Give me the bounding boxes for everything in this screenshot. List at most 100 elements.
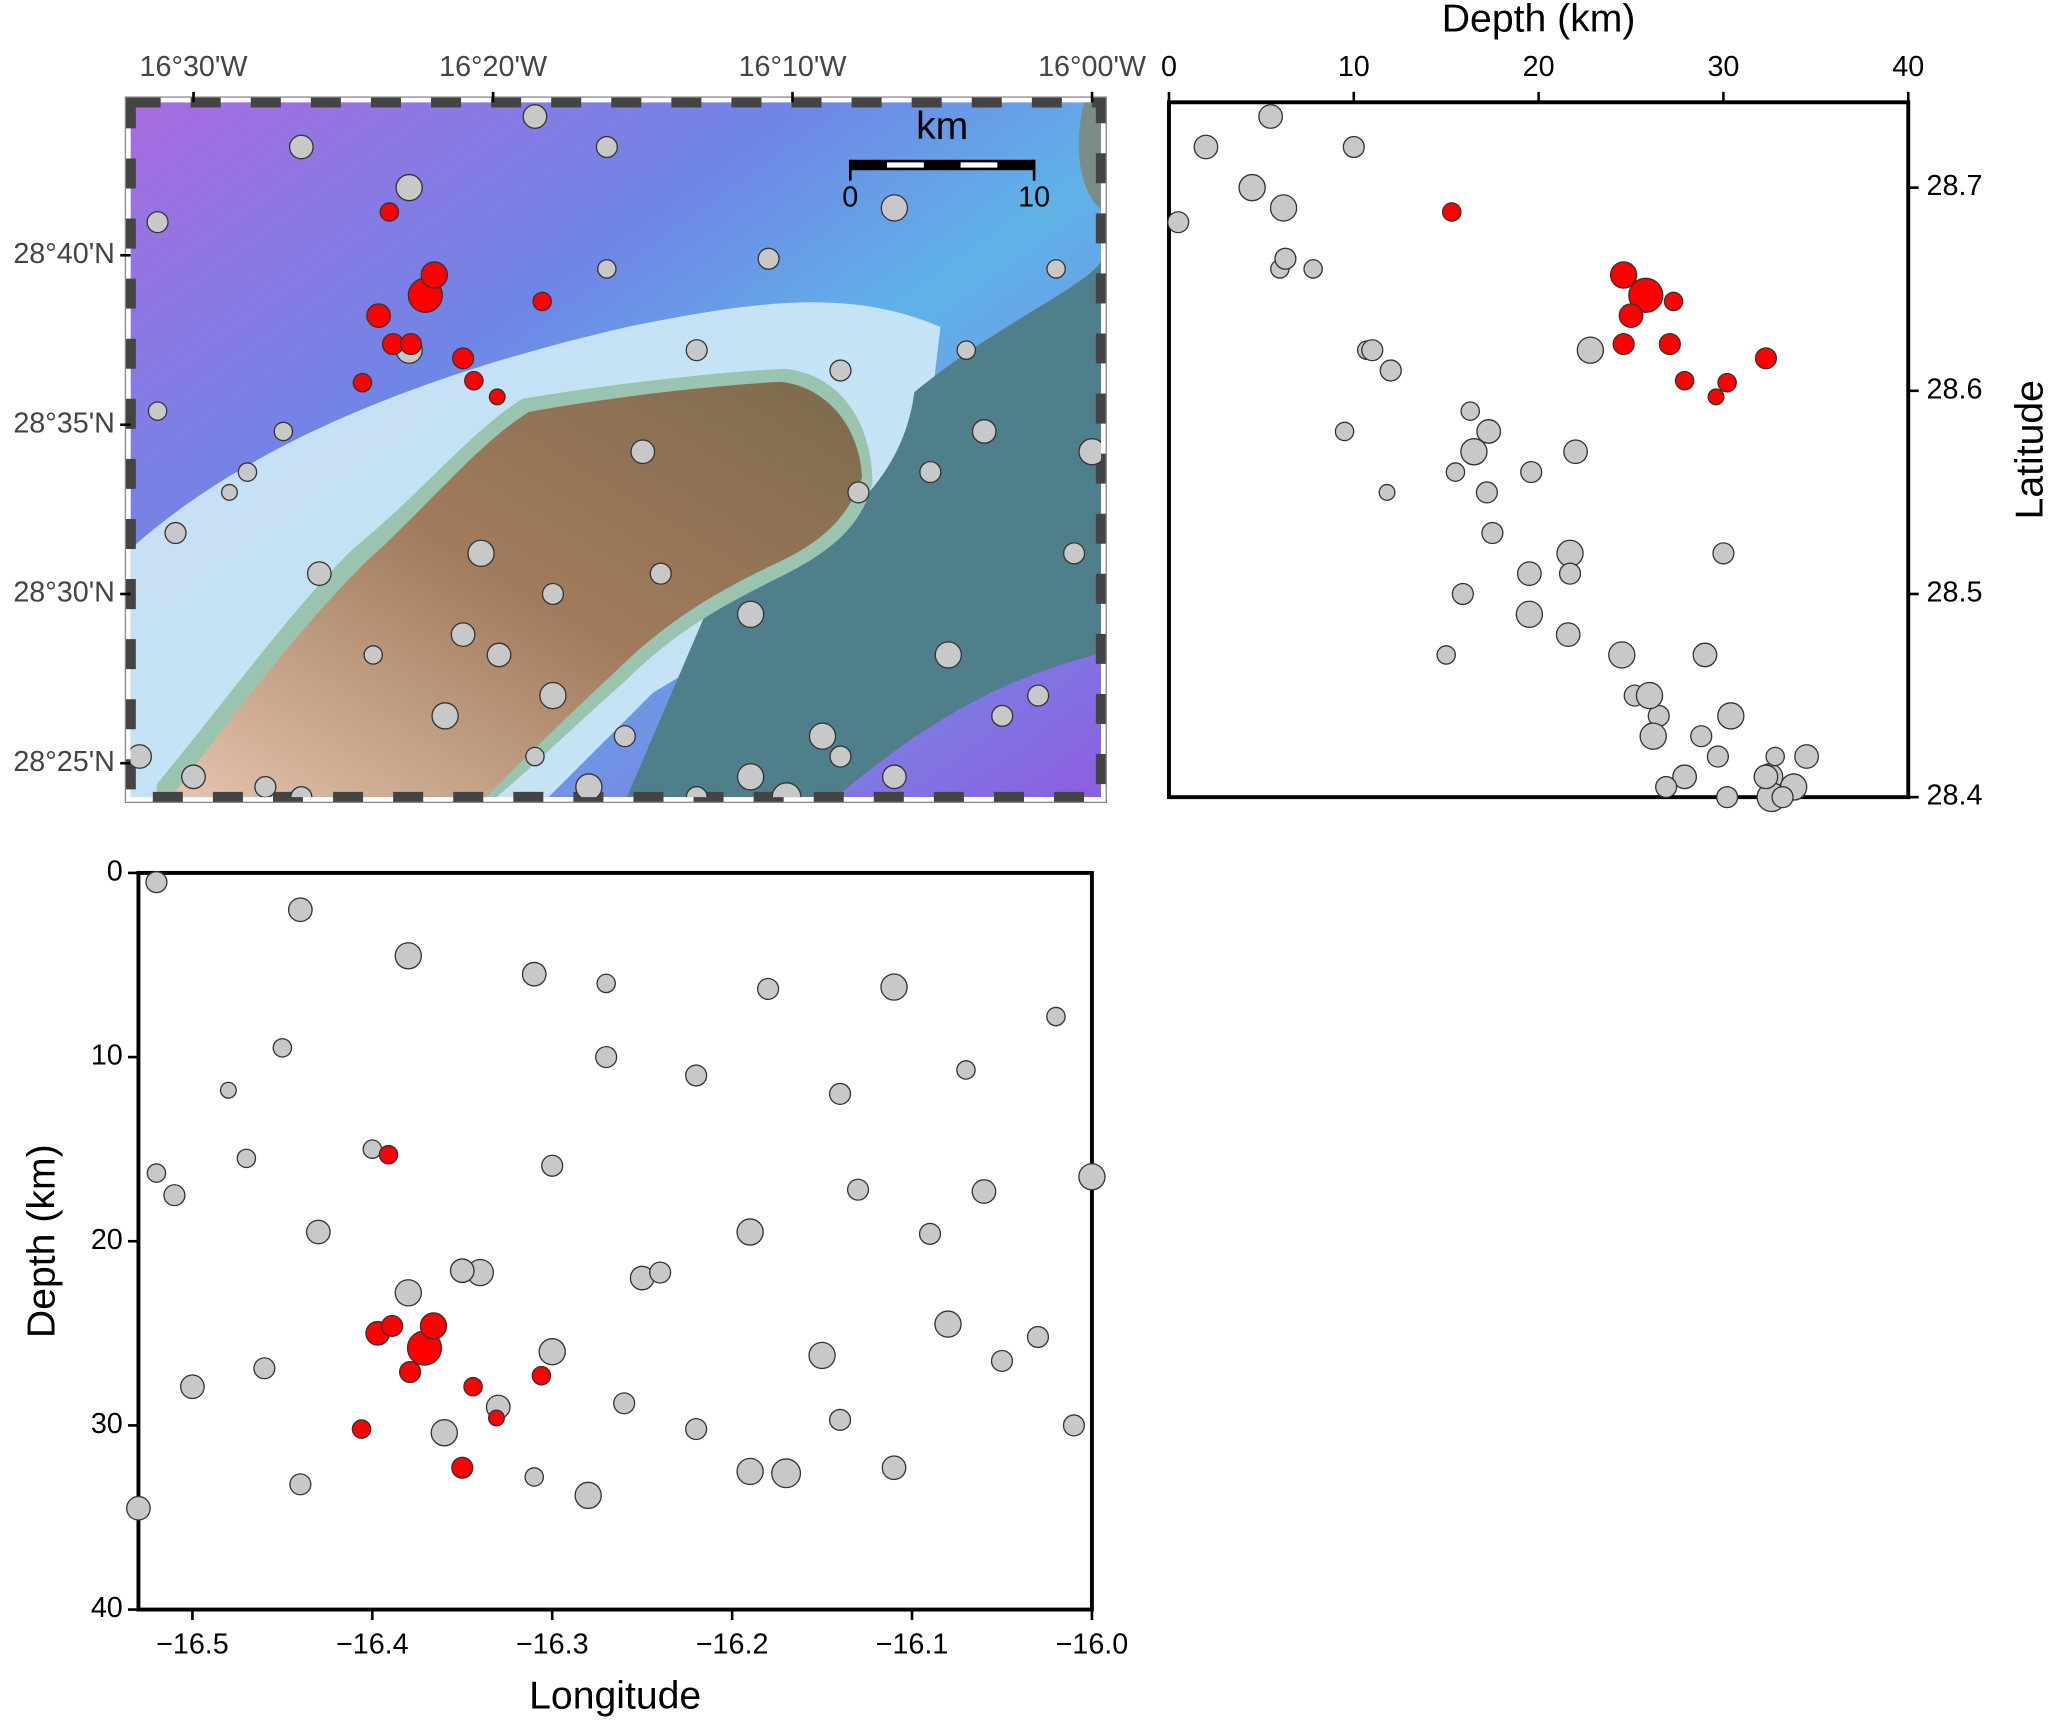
event-marker	[541, 582, 565, 606]
x-tick-label: −16.3	[516, 1629, 589, 1661]
event-marker	[180, 1374, 205, 1400]
event-marker	[398, 1360, 422, 1384]
markers	[1167, 104, 1820, 813]
event-marker	[1706, 745, 1729, 768]
event-marker	[1717, 702, 1745, 730]
event-marker	[306, 561, 332, 587]
event-marker	[524, 1467, 545, 1487]
event-marker	[486, 642, 512, 668]
x-tick-label: −16.4	[336, 1629, 409, 1661]
event-marker	[1378, 483, 1396, 501]
event-marker	[1379, 359, 1402, 382]
event-marker	[649, 562, 672, 585]
event-marker	[395, 173, 423, 202]
event-marker	[736, 763, 765, 791]
event-marker	[488, 388, 506, 406]
event-marker	[1476, 419, 1502, 444]
event-marker	[130, 744, 153, 769]
event-marker	[1558, 562, 1582, 585]
event-marker	[1026, 1325, 1050, 1349]
event-marker	[541, 1154, 564, 1177]
event-marker	[1515, 600, 1544, 629]
event-marker	[1078, 1163, 1106, 1191]
event-marker	[1717, 372, 1737, 393]
event-marker	[880, 194, 909, 222]
x-tick-label: 16°00'W	[1038, 51, 1147, 83]
event-marker	[1707, 388, 1725, 406]
event-marker	[881, 1455, 907, 1481]
event-marker	[147, 401, 168, 421]
event-marker	[685, 786, 708, 798]
event-marker	[352, 372, 373, 393]
x-tick-label: −16.0	[1056, 1629, 1129, 1661]
event-marker	[1063, 542, 1086, 565]
event-marker	[1342, 135, 1365, 159]
y-tick-label: 28°35'N	[13, 407, 115, 439]
event-marker	[756, 977, 780, 1001]
map-background	[130, 102, 1102, 798]
event-marker	[419, 1312, 448, 1340]
event-marker	[1334, 421, 1355, 442]
event-marker	[630, 439, 656, 465]
event-marker	[575, 773, 603, 798]
event-marker	[597, 259, 617, 279]
event-marker	[1436, 645, 1456, 665]
event-marker	[219, 1081, 237, 1099]
event-marker	[163, 1184, 186, 1207]
event-marker	[685, 339, 708, 362]
event-marker	[220, 483, 238, 501]
event-marker	[771, 1458, 802, 1489]
x-tick-label: −16.5	[156, 1629, 229, 1661]
event-marker	[1445, 462, 1466, 482]
y-tick-label: 28°40'N	[13, 238, 115, 270]
event-marker	[828, 1082, 852, 1106]
event-marker	[1674, 370, 1695, 391]
scale-bar-segment	[960, 162, 998, 168]
x-tick-label: −16.2	[696, 1629, 769, 1661]
event-marker	[181, 764, 206, 790]
event-marker	[956, 340, 977, 360]
event-marker	[431, 702, 459, 730]
event-marker	[521, 961, 547, 987]
event-marker	[305, 1219, 331, 1245]
event-marker	[463, 1376, 483, 1397]
event-marker	[379, 202, 400, 222]
event-marker	[1269, 194, 1298, 222]
event-marker	[1460, 438, 1488, 466]
event-marker	[1692, 642, 1718, 668]
event-marker	[1608, 641, 1636, 669]
event-marker	[1046, 259, 1066, 279]
event-marker	[394, 1279, 423, 1307]
scale-tick-label: 10	[1018, 182, 1050, 214]
event-marker	[1612, 332, 1635, 356]
event-marker	[828, 1408, 852, 1431]
event-marker	[1062, 1414, 1086, 1437]
event-marker	[531, 1365, 552, 1386]
event-marker	[146, 1163, 167, 1183]
event-marker	[464, 370, 484, 391]
y-tick-label: 28°30'N	[13, 577, 115, 609]
event-marker	[236, 1148, 257, 1169]
event-marker	[430, 1419, 458, 1447]
event-marker	[1576, 336, 1605, 364]
map-frame	[125, 97, 1107, 803]
x-tick-label: 16°20'W	[439, 51, 548, 83]
event-marker	[881, 764, 907, 790]
event-marker	[1046, 1006, 1066, 1027]
x-tick-label: 20	[1523, 51, 1555, 83]
event-marker	[1690, 725, 1713, 748]
x-tick-label: 16°10'W	[739, 51, 848, 83]
y-tick-label: 10	[91, 1040, 123, 1072]
event-marker	[1765, 746, 1785, 767]
event-marker	[1516, 561, 1542, 587]
event-marker	[272, 1038, 293, 1058]
scale-bar	[850, 159, 1035, 171]
event-marker	[1618, 303, 1644, 329]
event-marker	[956, 1060, 976, 1080]
event-marker	[919, 460, 942, 484]
event-marker	[596, 973, 616, 994]
y-tick-label: 28°25'N	[13, 746, 115, 778]
event-marker	[934, 1310, 962, 1338]
event-marker	[990, 1349, 1014, 1373]
